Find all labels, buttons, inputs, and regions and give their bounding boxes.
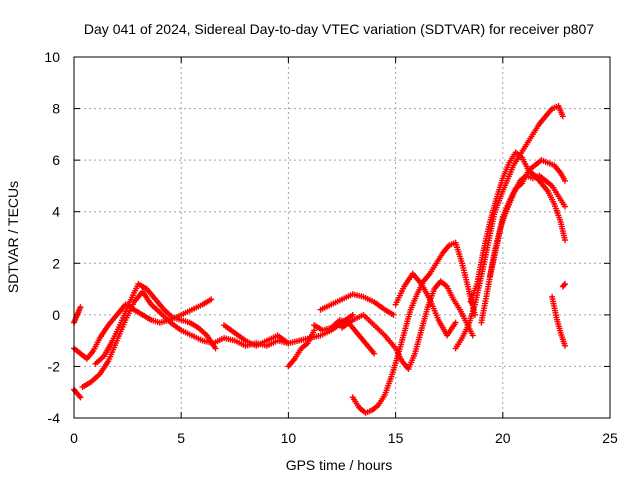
chart-title: Day 041 of 2024, Sidereal Day-to-day VTE… [84, 21, 594, 37]
y-tick-label: 10 [44, 49, 60, 65]
data-point [208, 296, 215, 303]
data-point [285, 340, 292, 347]
grid [74, 57, 610, 418]
x-tick-label: 15 [388, 430, 404, 446]
data-point [349, 311, 356, 318]
y-tick-label: 0 [52, 307, 60, 323]
series-track-4 [79, 288, 356, 391]
data-point [371, 350, 378, 357]
series-track-15 [478, 172, 568, 326]
data-point [471, 311, 478, 318]
data-point [560, 282, 567, 289]
data-point [561, 177, 568, 184]
data-point [77, 394, 84, 401]
x-tick-label: 5 [177, 430, 185, 446]
y-axis-label: SDTVAR / TECUs [5, 181, 21, 293]
y-tick-label: 4 [52, 204, 60, 220]
data-point [559, 113, 566, 120]
data-point [561, 203, 568, 210]
data-point [390, 311, 397, 318]
y-tick-label: 6 [52, 152, 60, 168]
series-track-1 [71, 304, 84, 326]
y-tick-label: 2 [52, 255, 60, 271]
data-point [452, 319, 459, 326]
series-track-6 [221, 322, 292, 349]
data-point [77, 304, 84, 311]
y-tick-label: 8 [52, 101, 60, 117]
x-tick-label: 20 [495, 430, 511, 446]
series-track-13 [452, 102, 566, 352]
y-tick-label: -2 [48, 358, 61, 374]
data-point [561, 342, 568, 349]
series-track-11 [349, 239, 478, 416]
series-track-16 [486, 167, 568, 280]
data-point [469, 332, 476, 339]
series-track-17 [549, 293, 568, 349]
x-tick-label: 10 [281, 430, 297, 446]
x-tick-label: 0 [70, 430, 78, 446]
data-point [212, 345, 219, 352]
x-tick-label: 25 [602, 430, 618, 446]
series-track-7 [285, 327, 318, 370]
series-track-12 [392, 270, 459, 339]
plot-frame [73, 56, 611, 419]
series-track-2 [71, 386, 84, 401]
x-axis-label: GPS time / hours [286, 457, 393, 473]
series-track-18 [559, 280, 568, 290]
data-point [311, 327, 318, 334]
series-track-3 [71, 296, 215, 362]
data-points [71, 102, 568, 416]
series-track-8 [317, 291, 397, 318]
series-track-5 [92, 280, 219, 367]
data-point [561, 237, 568, 244]
data-point [76, 393, 83, 400]
series-track-14 [467, 149, 568, 305]
data-point [561, 280, 568, 287]
y-tick-label: -4 [48, 410, 61, 426]
